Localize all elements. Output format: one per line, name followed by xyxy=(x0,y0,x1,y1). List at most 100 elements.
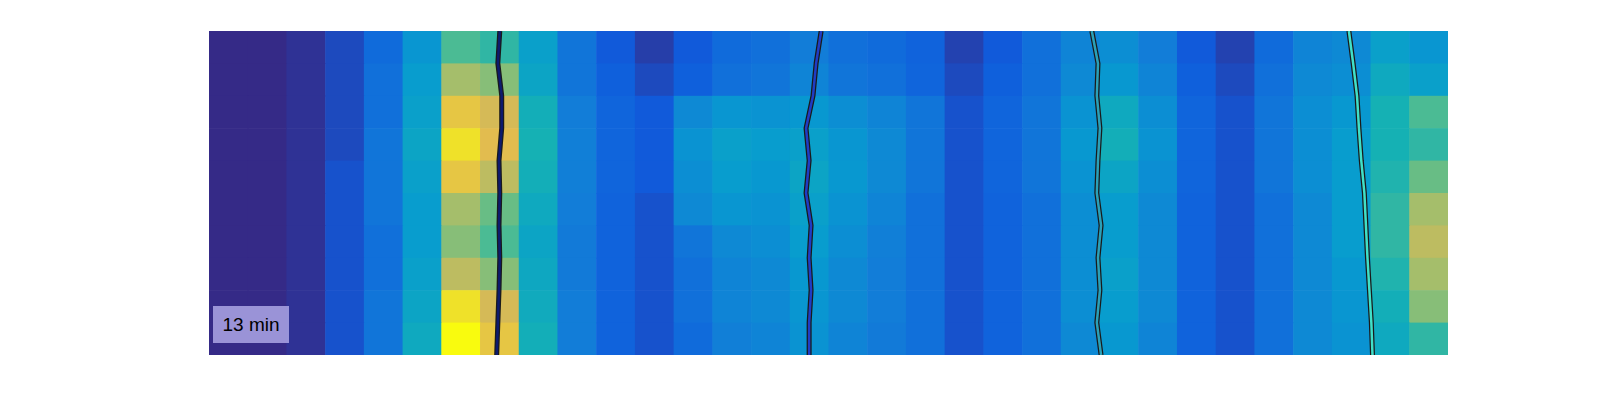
track-outline xyxy=(1092,31,1101,355)
heat-cell xyxy=(364,193,403,226)
heat-cell xyxy=(325,161,364,194)
heat-cell xyxy=(906,193,945,226)
heat-cell xyxy=(829,31,868,64)
heat-cell xyxy=(441,31,480,64)
heat-cell xyxy=(829,193,868,226)
heat-cell xyxy=(1293,128,1332,161)
heat-cell xyxy=(248,258,287,291)
heat-cell xyxy=(596,193,635,226)
heat-cell xyxy=(1100,225,1139,258)
heat-cell xyxy=(945,128,984,161)
heat-cell xyxy=(751,31,790,64)
heat-cell xyxy=(1332,290,1371,323)
heat-cell xyxy=(364,323,403,355)
heat-cell xyxy=(364,290,403,323)
heat-cell xyxy=(674,96,713,129)
heat-cell xyxy=(751,225,790,258)
heat-cell xyxy=(906,63,945,96)
heat-cell xyxy=(1022,193,1061,226)
heat-cell xyxy=(635,258,674,291)
heat-cell xyxy=(712,96,751,129)
heat-cell xyxy=(1177,323,1216,355)
heat-cell xyxy=(441,63,480,96)
heat-cell xyxy=(1293,258,1332,291)
heat-cell xyxy=(1254,128,1293,161)
heat-cell xyxy=(751,63,790,96)
heat-cell xyxy=(945,161,984,194)
heat-cell xyxy=(751,161,790,194)
heat-cell xyxy=(829,128,868,161)
heat-cell xyxy=(635,96,674,129)
heat-cell xyxy=(596,128,635,161)
heat-cell xyxy=(1100,258,1139,291)
heat-cell xyxy=(751,193,790,226)
heat-cell xyxy=(906,128,945,161)
heat-cell xyxy=(209,31,248,64)
heat-cell xyxy=(1061,193,1100,226)
heat-cell xyxy=(674,193,713,226)
heat-cell xyxy=(286,323,325,355)
heat-cell xyxy=(557,161,596,194)
heat-cell xyxy=(867,258,906,291)
heat-cell xyxy=(596,258,635,291)
heat-cell xyxy=(286,193,325,226)
heat-cell xyxy=(325,193,364,226)
heat-cell xyxy=(364,258,403,291)
heat-cell xyxy=(1216,96,1255,129)
heat-cell xyxy=(1293,96,1332,129)
heat-cell xyxy=(1061,225,1100,258)
heat-cell xyxy=(1254,290,1293,323)
heat-cell xyxy=(441,193,480,226)
heat-cell xyxy=(1022,128,1061,161)
heat-cell xyxy=(1332,128,1371,161)
heat-cell xyxy=(829,161,868,194)
heat-cell xyxy=(635,128,674,161)
heat-cell xyxy=(1100,193,1139,226)
heat-cell xyxy=(1022,63,1061,96)
heat-cell xyxy=(1177,193,1216,226)
heat-cell xyxy=(1409,96,1448,129)
heat-cell xyxy=(712,161,751,194)
heat-cell xyxy=(519,290,558,323)
heat-cell xyxy=(867,225,906,258)
heat-cell xyxy=(1409,161,1448,194)
heat-cell xyxy=(1022,323,1061,355)
heat-cell xyxy=(286,258,325,291)
heat-cell xyxy=(209,225,248,258)
heat-cell xyxy=(325,258,364,291)
heat-cell xyxy=(519,161,558,194)
heat-cell xyxy=(945,31,984,64)
track-line xyxy=(497,31,502,355)
heat-cell xyxy=(674,31,713,64)
heat-cell xyxy=(596,323,635,355)
heat-cell xyxy=(1177,225,1216,258)
heat-cell xyxy=(829,258,868,291)
track-line xyxy=(806,31,821,355)
heat-cell xyxy=(1061,63,1100,96)
heat-cell xyxy=(945,225,984,258)
heat-cell xyxy=(286,31,325,64)
heat-cell xyxy=(209,63,248,96)
heat-cell xyxy=(403,290,442,323)
heat-cell xyxy=(403,193,442,226)
heat-cell xyxy=(519,193,558,226)
heat-cell xyxy=(209,128,248,161)
heat-cell xyxy=(790,31,829,64)
heat-cell xyxy=(1332,323,1371,355)
heat-cell xyxy=(790,63,829,96)
heat-cell xyxy=(1293,31,1332,64)
heat-cell xyxy=(596,161,635,194)
heat-cell xyxy=(1332,96,1371,129)
heat-cell xyxy=(1293,323,1332,355)
heat-cell xyxy=(325,323,364,355)
heat-cell xyxy=(441,323,480,355)
heat-cell xyxy=(1100,161,1139,194)
heat-cell xyxy=(209,193,248,226)
heat-cell xyxy=(1371,161,1410,194)
heat-cell xyxy=(867,96,906,129)
track-line xyxy=(1349,31,1373,355)
heat-cell xyxy=(364,31,403,64)
heat-cell xyxy=(209,161,248,194)
heat-cell xyxy=(945,96,984,129)
heat-cell xyxy=(712,290,751,323)
